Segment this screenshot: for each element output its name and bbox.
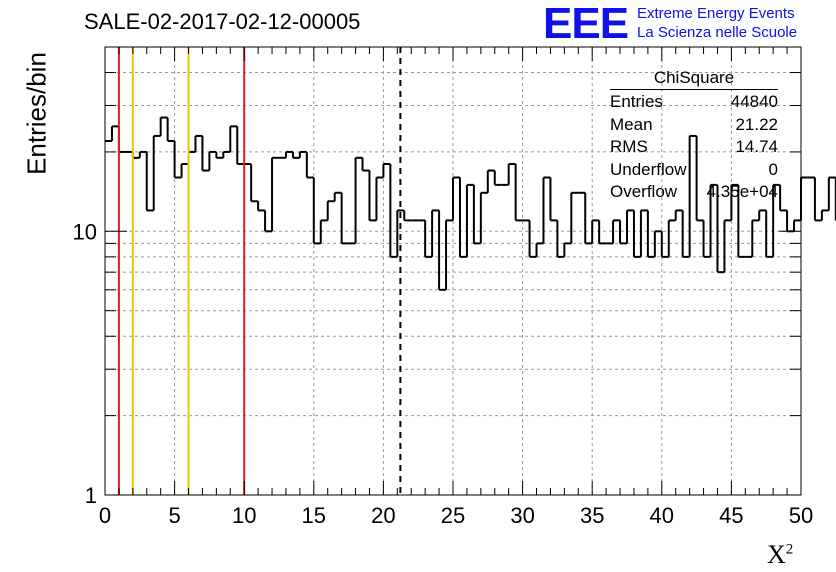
logo-tagline-1: Extreme Energy Events [637, 5, 795, 22]
x-tick-label: 30 [510, 503, 534, 528]
x-tick-label: 20 [371, 503, 395, 528]
stat-row-entries: Entries 44840 [610, 91, 778, 114]
stat-label: Entries [610, 92, 663, 111]
stat-value: 0 [768, 159, 778, 179]
y-axis-label: Entries/bin [21, 52, 52, 175]
y-tick-label: 1 [85, 483, 97, 508]
x-axis-label: X2 [767, 540, 793, 570]
plot-title: SALE-02-2017-02-12-00005 [84, 9, 361, 34]
stat-label: RMS [610, 137, 648, 156]
logo-tagline-2: La Scienza nelle Scuole [637, 24, 798, 41]
eee-logo: EEE [543, 0, 629, 48]
x-tick-label: 45 [719, 503, 743, 528]
tick-labels: 0 5 10 15 20 25 30 35 40 45 50 1 10 [73, 219, 814, 528]
x-tick-label: 50 [789, 503, 813, 528]
stats-title: ChiSquare [610, 68, 778, 90]
grid-lines [105, 47, 801, 495]
stat-label: Mean [610, 114, 653, 134]
x-axis-label-sup: 2 [785, 541, 794, 558]
x-axis-label-base: X [767, 540, 786, 569]
stat-row-underflow: Underflow 0 [610, 159, 778, 182]
plot-frame [104, 46, 802, 496]
stat-row-rms: RMS 14.74 [610, 136, 778, 159]
x-tick-label: 35 [580, 503, 604, 528]
y-tick-label: 10 [73, 219, 97, 244]
stat-label: Underflow [610, 159, 687, 179]
x-tick-label: 15 [302, 503, 326, 528]
stat-row-overflow: Overflow 4.35e+04 [610, 181, 778, 204]
x-tick-label: 5 [168, 503, 180, 528]
x-tick-label: 0 [99, 503, 111, 528]
stat-value: 4.35e+04 [706, 182, 778, 201]
stat-label: Overflow [610, 182, 678, 201]
marker-lines [117, 47, 402, 495]
stat-value: 14.74 [735, 137, 778, 156]
stat-row-mean: Mean 21.22 [610, 114, 778, 137]
stat-value: 21.22 [735, 114, 778, 134]
histogram-series [105, 116, 836, 291]
x-tick-label: 10 [232, 503, 256, 528]
stats-box: ChiSquare Entries 44840 Mean 21.22 RMS 1… [610, 68, 778, 204]
axis-ticks [104, 46, 802, 496]
x-tick-label: 40 [650, 503, 674, 528]
x-tick-label: 25 [441, 503, 465, 528]
stat-value: 44840 [730, 92, 778, 111]
